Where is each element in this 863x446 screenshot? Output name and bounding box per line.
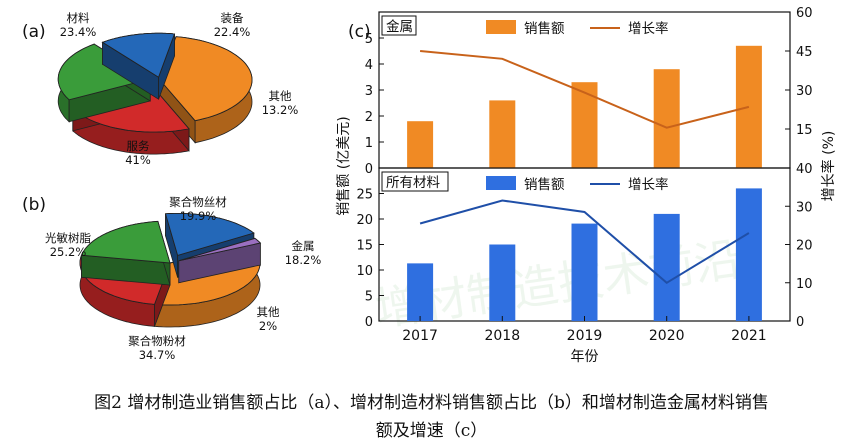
- pie-label-percent: 23.4%: [60, 25, 97, 39]
- x-tick-label: 2020: [649, 328, 685, 344]
- figure-caption-line-2: 额及增速（c）: [375, 421, 488, 441]
- pie-label-percent: 41%: [125, 153, 151, 167]
- pie-slice-top: [80, 220, 171, 264]
- pie-label-percent: 2%: [259, 319, 277, 333]
- y2-tick-label: 0: [796, 315, 804, 330]
- y2-tick-label: 60: [796, 6, 813, 21]
- legend-line-label: 增长率: [628, 176, 669, 193]
- y-tick-label: 0: [365, 315, 373, 330]
- legend: 销售额 增长率: [486, 20, 669, 37]
- x-tick-label: 2019: [567, 328, 603, 344]
- bar: [407, 121, 434, 168]
- bar: [653, 213, 680, 321]
- y-tick-label: 10: [356, 264, 373, 279]
- bar: [489, 244, 516, 321]
- y-tick-label: 3: [365, 84, 373, 99]
- y-tick-label: 5: [365, 32, 373, 47]
- pie-slice-3: [80, 220, 171, 286]
- pie-label-percent: 13.2%: [262, 103, 299, 117]
- pie-slice-5: [178, 237, 262, 284]
- bar: [571, 82, 598, 168]
- panel-label: (b): [22, 195, 46, 215]
- growth-rate-line: [419, 199, 750, 285]
- x-axis-title: 年份: [571, 349, 599, 365]
- pie-label-name: 材料: [67, 11, 90, 25]
- legend-bar-label: 销售额: [524, 21, 565, 37]
- bar: [653, 69, 680, 168]
- pie-label-name: 装备: [221, 11, 244, 25]
- panel-label: (a): [22, 22, 46, 42]
- legend: 销售额 增长率: [486, 176, 669, 193]
- y2-tick-label: 40: [796, 162, 813, 177]
- y-tick-label: 0: [365, 162, 373, 177]
- growth-rate-line: [420, 50, 750, 129]
- pie-label-percent: 22.4%: [214, 25, 251, 39]
- pie-label-name: 其他: [269, 89, 292, 103]
- subplot-title-box: [381, 171, 449, 192]
- pie-slice-top: [164, 212, 255, 256]
- pie-slice-2: [71, 87, 190, 155]
- legend-bar-label: 销售额: [524, 177, 565, 193]
- subplot-title: 金属: [381, 15, 417, 36]
- figure-caption-line-1: 图2 增材制造业销售额占比（a）、增材制造材料销售额占比（b）和增材制造金属材料…: [94, 393, 769, 413]
- bar: [735, 188, 762, 321]
- pie-label-name: 其他: [257, 305, 280, 319]
- pie-label-name: 光敏树脂: [45, 231, 91, 245]
- pie-label-percent: 19.9%: [180, 209, 217, 223]
- pie-slice-top: [101, 32, 176, 78]
- subplot-title-text: 所有材料: [386, 175, 440, 191]
- pie-slice-4: [101, 32, 176, 100]
- pie-slice-top: [159, 36, 253, 122]
- bar: [407, 263, 434, 321]
- pie-label-name: 聚合物粉材: [128, 334, 186, 348]
- pie-label-percent: 34.7%: [139, 348, 176, 362]
- bar: [571, 223, 598, 321]
- y2-tick-label: 45: [796, 45, 813, 60]
- x-tick-label: 2017: [402, 328, 438, 344]
- subplot-title-text: 金属: [386, 19, 413, 35]
- x-tick-label: 2018: [484, 328, 520, 344]
- y2-tick-label: 15: [796, 123, 813, 138]
- legend-line-label: 增长率: [628, 20, 669, 37]
- y-axis-title-right: 增长率 (%): [820, 131, 837, 202]
- pie-slice-top: [57, 43, 152, 101]
- y-tick-label: 5: [365, 290, 373, 305]
- pie-label-name: 聚合物丝材: [169, 195, 227, 209]
- y-tick-label: 1: [365, 136, 373, 151]
- y-axis-title-left: 销售额 (亿美元): [336, 116, 352, 215]
- pie-label-name: 服务: [127, 139, 150, 153]
- legend-bar-swatch: [486, 20, 516, 34]
- pie-label-percent: 25.2%: [50, 245, 87, 259]
- y2-tick-label: 10: [796, 277, 813, 292]
- x-tick-label: 2021: [731, 328, 767, 344]
- subplot-title: 所有材料: [381, 171, 449, 192]
- y-tick-label: 2: [365, 110, 373, 125]
- legend-bar-swatch: [486, 176, 516, 190]
- subplot-title-box: [381, 15, 417, 36]
- y-tick-label: 20: [356, 213, 373, 228]
- y2-tick-label: 20: [796, 239, 813, 254]
- y2-tick-label: 30: [796, 84, 813, 99]
- y2-tick-label: 30: [796, 200, 813, 215]
- pie-slice-top: [178, 237, 262, 262]
- y-tick-label: 25: [356, 188, 373, 203]
- bar: [735, 45, 762, 168]
- subplot-all-materials: 0 5 10 15 20 25 0 10 20 30 40 所有材料 销售额 增长率: [356, 162, 812, 330]
- y-tick-label: 4: [365, 58, 373, 73]
- pie-label-name: 金属: [292, 239, 315, 253]
- pie-label-percent: 18.2%: [285, 253, 322, 267]
- y-tick-label: 15: [356, 239, 373, 254]
- bar: [489, 100, 516, 168]
- panel-label: (c): [348, 22, 371, 42]
